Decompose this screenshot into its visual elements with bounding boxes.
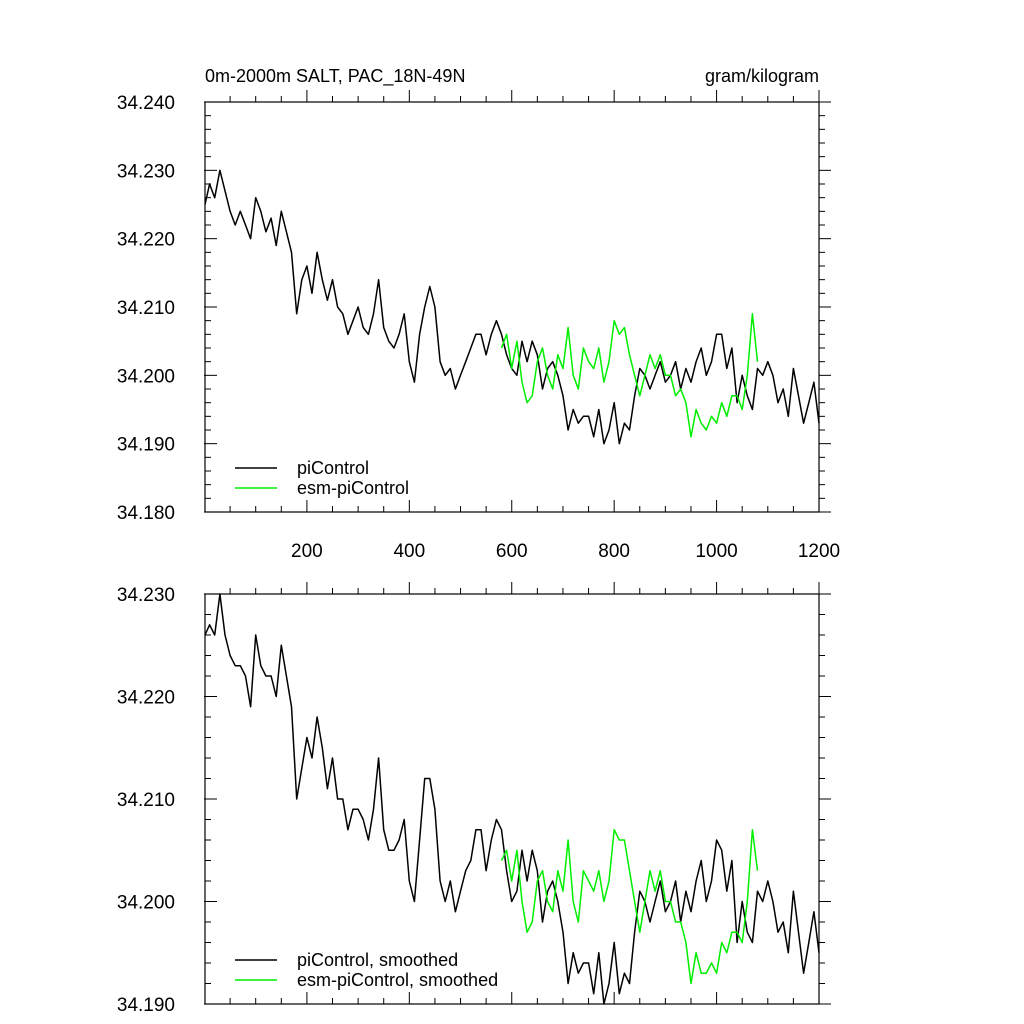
bottom-panel-axes: 34.190 34.200 34.210 34.220 34.230 (117, 582, 831, 1016)
bottom-panel-series (204, 593, 820, 1005)
x-tick-label: 800 (598, 541, 630, 562)
x-tick-label: 400 (393, 541, 425, 562)
top-panel-units: gram/kilogram (705, 66, 819, 86)
top-panel-title: 0m-2000m SALT, PAC_18N-49N (205, 66, 465, 87)
y-tick-label: 34.200 (117, 893, 175, 914)
legend-label: esm-piControl, smoothed (297, 970, 498, 990)
y-tick-label: 34.200 (117, 366, 175, 387)
series-line-picontrol (204, 593, 820, 1005)
y-tick-label: 34.210 (117, 790, 175, 811)
y-tick-label: 34.220 (117, 230, 175, 251)
legend-label: esm-piControl (297, 478, 409, 498)
x-tick-label: 1200 (798, 541, 840, 562)
y-tick-label: 34.230 (117, 585, 175, 606)
y-tick-label: 34.180 (117, 503, 175, 524)
top-panel: 0m-2000m SALT, PAC_18N-49N gram/kilogram… (117, 66, 840, 562)
series-line-esm-picontrol (500, 313, 759, 438)
x-tick-label: 1000 (695, 541, 737, 562)
legend-label: piControl (297, 458, 369, 478)
x-tick-label: 600 (496, 541, 528, 562)
y-tick-label: 34.190 (117, 995, 175, 1016)
y-tick-label: 34.230 (117, 161, 175, 182)
bottom-panel: 34.190 34.200 34.210 34.220 34.230 piControl… (117, 582, 831, 1016)
y-tick-label: 34.190 (117, 435, 175, 456)
top-panel-series (204, 169, 820, 445)
y-tick-label: 34.220 (117, 688, 175, 709)
top-panel-axes: 34.180 34.190 34.200 34.210 34.220 34.230 34.2… (117, 90, 840, 562)
x-tick-label: 200 (291, 541, 323, 562)
series-line-esm-picontrol (500, 828, 759, 985)
y-tick-label: 34.240 (117, 93, 175, 114)
series-line-picontrol (204, 169, 820, 445)
y-tick-label: 34.210 (117, 298, 175, 319)
legend-label: piControl, smoothed (297, 950, 458, 970)
